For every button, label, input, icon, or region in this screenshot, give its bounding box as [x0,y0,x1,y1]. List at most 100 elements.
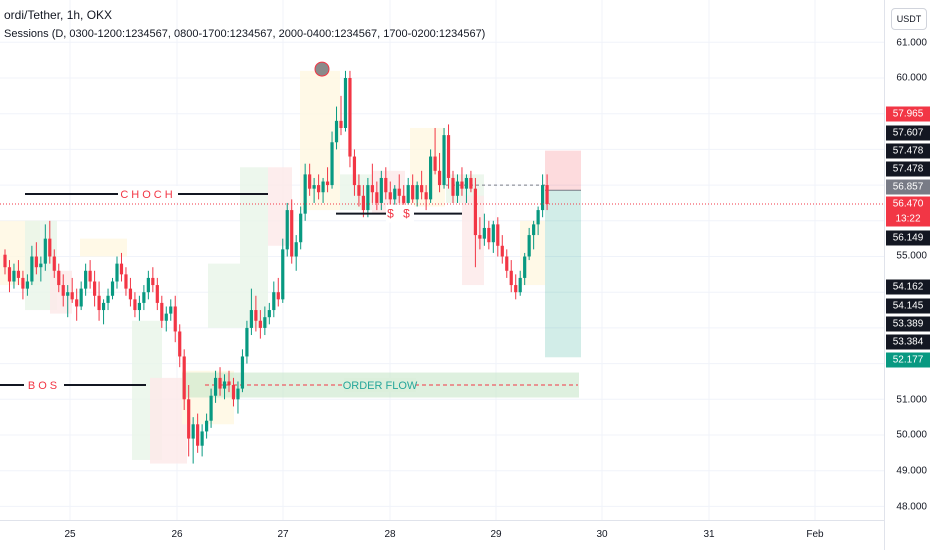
candle-body [254,310,258,321]
candle-body [496,224,500,246]
candle-body [200,431,204,446]
candle-body [348,78,352,157]
candle-body [433,156,437,171]
candle-body [160,302,164,321]
candle-body [16,270,21,278]
session-box [208,263,240,328]
candle-body [393,188,397,200]
candle-body [518,277,522,293]
candle-body [75,299,79,307]
price-label: 61.000 [896,37,927,49]
candle-body [57,270,61,286]
candle-body [325,181,330,186]
time-axis[interactable]: 25 26 27 28 29 30 31 Feb [0,520,884,551]
candle-body [352,156,357,186]
price-tag: 53.384 [886,334,930,350]
label-bg [24,377,64,394]
time-label: 28 [384,529,396,540]
price-tag: 56.149 [886,230,930,246]
candle-body [34,256,38,268]
candle-body [437,170,442,186]
candle-body [500,245,504,257]
price-label: 55.000 [896,250,927,262]
price-tag: 57.478 [886,161,930,177]
candle-body [222,381,227,389]
swing-high-marker [314,61,330,77]
currency-button[interactable]: USDT [891,8,927,30]
candle-body [451,177,455,196]
time-label: 27 [277,529,289,540]
candle-body [79,288,83,307]
candle-body [21,277,25,289]
candle-body [3,254,7,268]
bos-label: BOS [28,380,60,392]
candle-body [213,377,218,396]
candle-body [527,235,531,257]
price-tag: 54.145 [886,298,930,314]
choch-label: CHOCH [120,189,175,201]
price-axis[interactable]: USDT 61.000 60.000 55.000 51.000 50.000 … [884,0,932,550]
price-tag: 54.162 [886,279,930,295]
candle-body [379,177,383,203]
candle-body [482,227,486,239]
candle-body [196,424,200,446]
candle-body [388,192,392,200]
candle-body [370,185,374,193]
candle-body [205,420,209,432]
ss-label: $ $ [387,207,413,221]
candle-body [339,120,343,128]
symbol-title[interactable]: ordi/Tether, 1h, OKX [4,8,113,22]
candle-body [173,306,177,332]
candle-body [164,313,168,321]
price-tag-target: 52.177 [886,352,930,368]
candle-body [191,424,195,439]
candle-body [285,210,289,250]
candle-body [187,399,191,439]
candle-body [281,249,285,300]
candle-body [455,181,460,196]
candle-body [48,238,52,257]
label-bg [118,186,178,203]
time-label: 31 [703,529,715,540]
session-box [150,377,187,464]
candle-body [411,185,415,200]
candle-body [303,174,307,214]
candle-body [460,181,464,189]
price-label: 51.000 [896,394,927,406]
time-label: Feb [806,529,824,540]
candle-body [361,195,365,211]
candlestick-chart[interactable]: ORDER FLOW CHOCH BOS $ $ [0,0,884,520]
candle-body [155,285,159,303]
candle-body [308,174,312,189]
candle-body [299,213,303,243]
candle-body [532,224,536,236]
candle-body [106,295,110,303]
price-label: 50.000 [896,429,927,441]
time-label: 29 [490,529,502,540]
candle-body [43,238,47,264]
candle-body [66,292,70,296]
candle-body [258,320,262,328]
session-box [240,167,268,328]
candle-body [420,185,424,193]
order-flow-label: ORDER FLOW [343,380,418,392]
candle-body [97,295,101,311]
candle-body [505,256,509,271]
candle-body [406,185,410,203]
candle-body [429,156,433,200]
sessions-indicator-label[interactable]: Sessions (D, 0300-1200:1234567, 0800-170… [4,28,486,40]
candle-body [334,120,339,143]
candle-body [267,310,271,318]
candle-body [294,242,298,257]
candle-body [227,381,231,386]
candle-body [61,285,65,296]
candle-body [487,227,491,243]
price-label: 60.000 [896,72,927,84]
candle-body [7,267,12,282]
candle-body [119,263,124,275]
price-label: 49.000 [896,465,927,477]
candle-body [357,185,361,196]
session-box [80,238,127,257]
chart-area[interactable]: ORDER FLOW CHOCH BOS $ $ ordi/Tether, 1h, O… [0,0,884,520]
candle-body [312,185,316,189]
